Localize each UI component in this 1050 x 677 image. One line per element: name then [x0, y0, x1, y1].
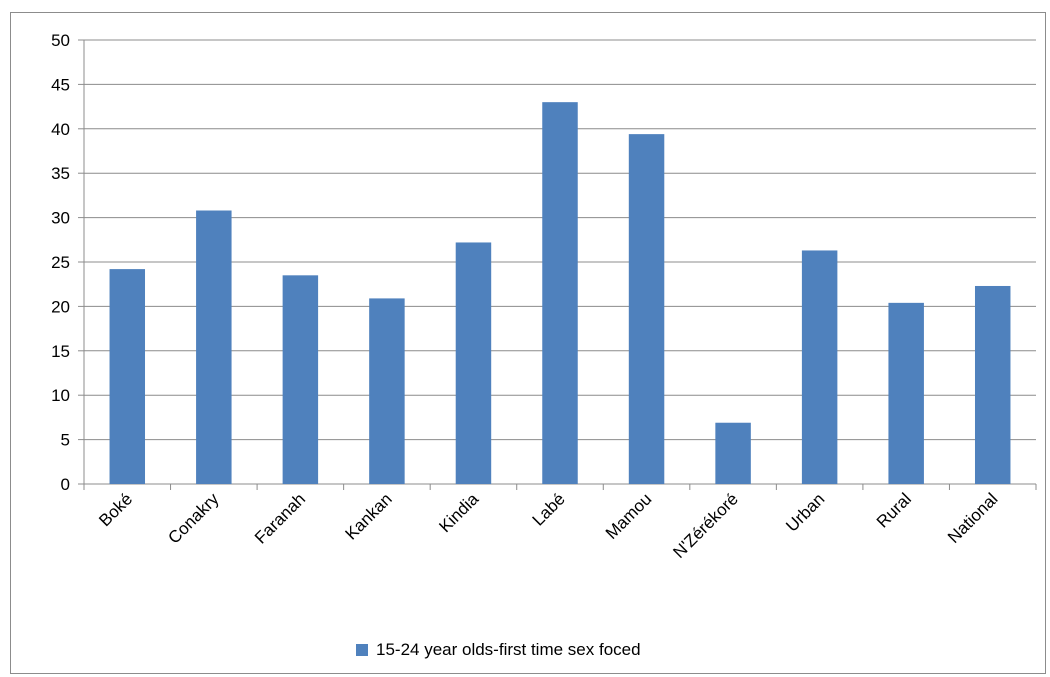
- y-tick-label: 10: [51, 386, 70, 405]
- x-category-label: N'Zérékoré: [669, 489, 742, 562]
- bar: [196, 210, 232, 484]
- y-tick-label: 40: [51, 120, 70, 139]
- bar: [888, 302, 924, 484]
- x-category-label: Urban: [782, 489, 828, 535]
- bars: [109, 102, 1011, 485]
- y-tick-label: 0: [61, 475, 70, 494]
- x-category-label: National: [944, 489, 1002, 547]
- bar: [369, 298, 405, 484]
- y-tick-label: 20: [51, 297, 70, 316]
- bar: [715, 422, 751, 484]
- bar: [628, 134, 665, 485]
- bar: [109, 269, 146, 484]
- y-tick-label: 25: [51, 253, 70, 272]
- bar: [282, 275, 319, 484]
- bar: [455, 242, 492, 484]
- y-tick-label: 50: [51, 31, 70, 50]
- y-tick-label: 5: [61, 431, 70, 450]
- legend-label: 15-24 year olds-first time sex foced: [376, 640, 641, 659]
- y-tick-labels: 0 5 10 15 20 25 30 35 40 45 50: [51, 31, 70, 494]
- bar: [801, 250, 838, 484]
- gridlines: [84, 39, 1036, 441]
- x-category-label: Conakry: [164, 489, 223, 548]
- y-tick-label: 35: [51, 164, 70, 183]
- x-category-labels: Boké Conakry Faranah Kankan Kindia Labé Mamou N…: [95, 489, 1001, 562]
- bar: [542, 102, 578, 484]
- x-category-label: Kankan: [342, 489, 396, 543]
- x-category-label: Labé: [529, 489, 569, 529]
- bar: [974, 285, 1011, 484]
- chart-frame: [10, 12, 1046, 674]
- legend: 15-24 year olds-first time sex foced: [356, 638, 641, 662]
- x-category-label: Kindia: [435, 489, 482, 536]
- x-category-label: Boké: [95, 489, 136, 530]
- legend-swatch: [356, 644, 368, 656]
- y-tick-label: 45: [51, 75, 70, 94]
- x-category-label: Mamou: [602, 489, 656, 543]
- x-category-label: Rural: [873, 489, 915, 531]
- x-category-label: Faranah: [251, 489, 309, 547]
- y-tick-label: 30: [51, 209, 70, 228]
- y-tick-label: 15: [51, 342, 70, 361]
